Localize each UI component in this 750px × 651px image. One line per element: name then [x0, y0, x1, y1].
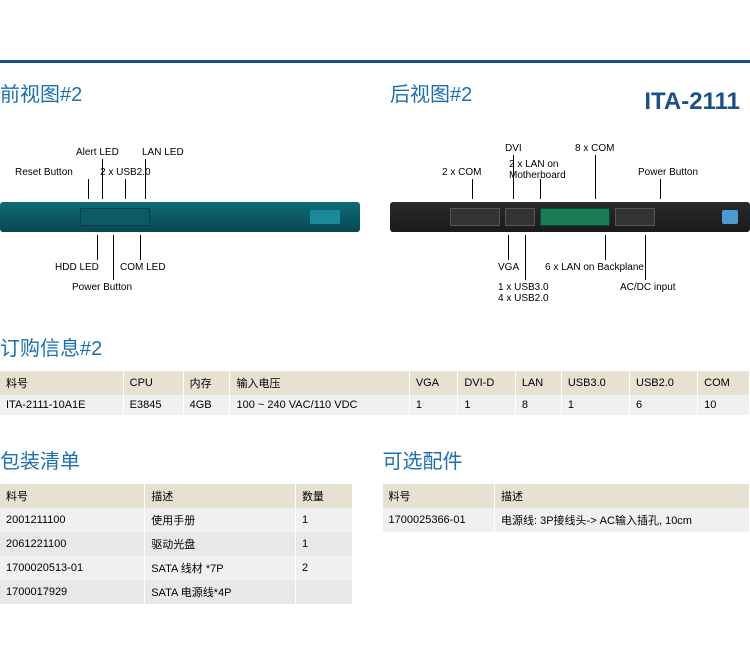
- table-cell: 电源线: 3P接线头-> AC输入插孔, 10cm: [494, 508, 749, 532]
- table-cell: 1700017929: [0, 580, 145, 604]
- callout-line: [472, 179, 473, 199]
- options-table: 料号描述1700025366-01电源线: 3P接线头-> AC输入插孔, 10…: [383, 484, 750, 532]
- table-row: 2061221100驱动光盘1: [0, 532, 352, 556]
- table-header: VGA: [409, 371, 458, 395]
- table-row: 1700025366-01电源线: 3P接线头-> AC输入插孔, 10cm: [383, 508, 750, 532]
- callout-label: Reset Button: [15, 167, 73, 178]
- callout-line: [140, 235, 141, 260]
- ordering-table: 料号CPU内存输入电压VGADVI-DLANUSB3.0USB2.0COMITA…: [0, 371, 750, 415]
- callout-label: 1 x USB3.04 x USB2.0: [498, 282, 549, 304]
- table-cell: 2061221100: [0, 532, 145, 556]
- callout-label: AC/DC input: [620, 282, 676, 293]
- table-row: 1700017929SATA 电源线*4P: [0, 580, 352, 604]
- product-title: ITA-2111: [644, 88, 740, 116]
- options-heading: 可选配件: [383, 445, 750, 474]
- callout-line: [97, 235, 98, 260]
- table-cell: 使用手册: [145, 508, 296, 532]
- table-header: USB3.0: [561, 371, 629, 395]
- table-cell: SATA 线材 *7P: [145, 556, 296, 580]
- front-view-diagram: Alert LED LAN LED Reset Button 2 x USB2.0 HD…: [0, 117, 360, 317]
- callout-label: COM LED: [120, 262, 166, 273]
- table-header: 料号: [383, 484, 495, 508]
- callout-line: [605, 235, 606, 260]
- table-cell: 1: [295, 508, 352, 532]
- table-cell: 100 ~ 240 VAC/110 VDC: [230, 395, 409, 415]
- table-cell: E3845: [123, 395, 183, 415]
- front-view-heading: 前视图#2: [0, 78, 360, 107]
- callout-label: 2 x LAN onMotherboard: [509, 159, 566, 181]
- ordering-heading: 订购信息#2: [0, 332, 750, 361]
- table-header: 输入电压: [230, 371, 409, 395]
- device-front-chassis: [0, 202, 360, 232]
- callout-label: Power Button: [72, 282, 132, 293]
- table-row: ITA-2111-10A1EE38454GB100 ~ 240 VAC/110 …: [0, 395, 750, 415]
- callout-line: [508, 235, 509, 260]
- table-header: 料号: [0, 484, 145, 508]
- callout-line: [525, 235, 526, 280]
- callout-label: VGA: [498, 262, 519, 273]
- callout-line: [645, 235, 646, 280]
- callout-label: 8 x COM: [575, 143, 614, 154]
- table-cell: 2: [295, 556, 352, 580]
- callout-label: Alert LED: [76, 147, 119, 158]
- table-cell: 4GB: [183, 395, 230, 415]
- callout-line: [88, 179, 89, 199]
- table-cell: 1: [409, 395, 458, 415]
- callout-line: [113, 235, 114, 280]
- table-header: 描述: [494, 484, 749, 508]
- table-cell: 1: [295, 532, 352, 556]
- table-header: 数量: [295, 484, 352, 508]
- packing-heading: 包装清单: [0, 445, 353, 474]
- table-header: USB2.0: [630, 371, 698, 395]
- callout-label: 2 x COM: [442, 167, 481, 178]
- table-header: 内存: [183, 371, 230, 395]
- table-row: 2001211100使用手册1: [0, 508, 352, 532]
- callout-line: [595, 155, 596, 199]
- table-header: 描述: [145, 484, 296, 508]
- device-rear-chassis: [390, 202, 750, 232]
- callout-label: Power Button: [638, 167, 698, 178]
- callout-label: 6 x LAN on Backplane: [545, 262, 644, 273]
- table-row: 1700020513-01SATA 线材 *7P2: [0, 556, 352, 580]
- callout-label: HDD LED: [55, 262, 99, 273]
- table-header: DVI-D: [458, 371, 515, 395]
- table-cell: ITA-2111-10A1E: [0, 395, 123, 415]
- table-cell: SATA 电源线*4P: [145, 580, 296, 604]
- callout-line: [102, 159, 103, 199]
- table-cell: 8: [515, 395, 561, 415]
- table-cell: 1: [458, 395, 515, 415]
- callout-label: LAN LED: [142, 147, 184, 158]
- table-header: COM: [698, 371, 750, 395]
- rear-view-diagram: DVI 8 x COM 2 x COM 2 x LAN onMotherboard Po…: [390, 117, 750, 317]
- packing-table: 料号描述数量2001211100使用手册12061221100驱动光盘11700…: [0, 484, 353, 604]
- callout-line: [660, 179, 661, 199]
- callout-line: [125, 179, 126, 199]
- table-header: 料号: [0, 371, 123, 395]
- callout-line: [540, 179, 541, 199]
- table-cell: 2001211100: [0, 508, 145, 532]
- callout-label: 2 x USB2.0: [100, 167, 151, 178]
- table-cell: 6: [630, 395, 698, 415]
- table-header: LAN: [515, 371, 561, 395]
- table-cell: 1700020513-01: [0, 556, 145, 580]
- table-cell: 1: [561, 395, 629, 415]
- table-cell: 10: [698, 395, 750, 415]
- table-cell: [295, 580, 352, 604]
- table-header: CPU: [123, 371, 183, 395]
- callout-line: [145, 159, 146, 199]
- table-cell: 1700025366-01: [383, 508, 495, 532]
- callout-label: DVI: [505, 143, 522, 154]
- table-cell: 驱动光盘: [145, 532, 296, 556]
